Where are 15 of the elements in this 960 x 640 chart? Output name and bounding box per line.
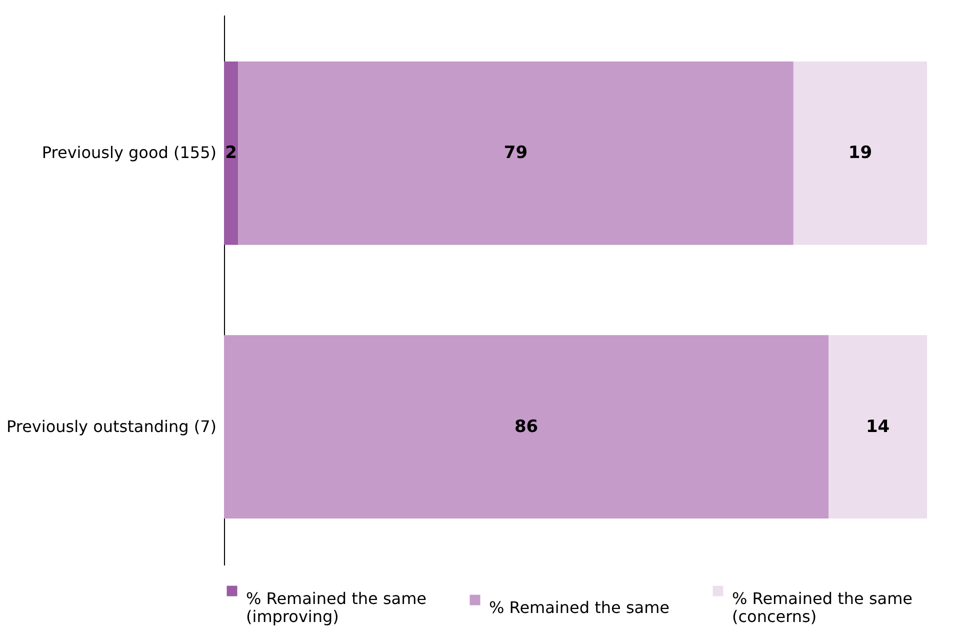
bar [224, 62, 238, 245]
data-label: 19 [848, 143, 872, 164]
data-label: 79 [504, 143, 528, 164]
data-label: 86 [514, 416, 538, 437]
data-label: 2 [225, 143, 237, 164]
bar [828, 335, 927, 518]
legend-label: % Remained the same [489, 598, 670, 617]
y-tick-label: Previously outstanding (7) [6, 416, 216, 436]
bar [793, 62, 927, 245]
data-label: 14 [866, 416, 890, 437]
legend-label: % Remained the same (improving) [246, 589, 427, 626]
bar [238, 62, 794, 245]
legend-label: % Remained the same (concerns) [732, 589, 913, 626]
y-tick-label: Previously good (155) [42, 143, 216, 162]
bar [224, 335, 829, 518]
